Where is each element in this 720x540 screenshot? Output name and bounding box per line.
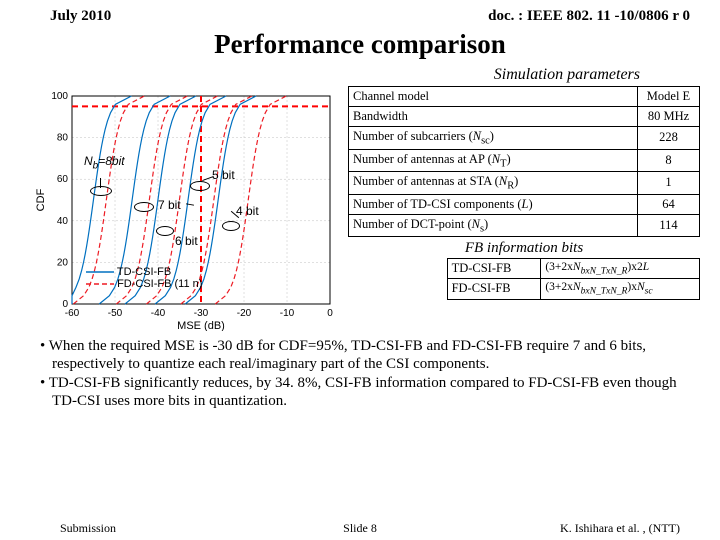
param-label: Number of DCT-point (Ns) [349, 214, 638, 237]
param-value: 64 [638, 194, 700, 214]
label-4bit: 4 bit [236, 204, 259, 218]
bullet-list: • When the required MSE is -30 dB for CD… [0, 331, 720, 410]
slide-footer: Submission Slide 8 K. Ishihara et al. , … [0, 521, 720, 536]
label-nb8: Nb=8bit [84, 154, 125, 171]
svg-text:20: 20 [57, 257, 69, 268]
fb-expr: (3+2xNbxN_TxN_R)xNsc [541, 279, 700, 299]
params-table: Channel modelModel EBandwidth80 MHzNumbe… [348, 86, 700, 237]
tables-column: Channel modelModel EBandwidth80 MHzNumbe… [348, 86, 700, 331]
svg-text:-60: -60 [65, 308, 80, 319]
legend-fd: FD-CSI-FB (11 n) [117, 278, 202, 290]
parameters-subtitle: Simulation parameters [0, 66, 720, 84]
ellipse-7bit [134, 202, 154, 212]
svg-text:MSE (dB): MSE (dB) [177, 320, 225, 331]
param-value: 228 [638, 127, 700, 150]
param-label: Bandwidth [349, 107, 638, 127]
slide-title: Performance comparison [0, 29, 720, 66]
param-label: Number of antennas at STA (NR) [349, 172, 638, 195]
footer-right: K. Ishihara et al. , (NTT) [560, 521, 680, 536]
fb-table: TD-CSI-FB(3+2xNbxN_TxN_R)x2LFD-CSI-FB(3+… [447, 258, 700, 300]
bullet-2: • TD-CSI-FB significantly reduces, by 34… [40, 374, 692, 411]
footer-left: Submission [60, 521, 116, 536]
cdf-chart: 020406080100-60-50-40-30-20-100MSE (dB)C… [30, 86, 340, 331]
svg-text:-50: -50 [108, 308, 123, 319]
svg-text:60: 60 [57, 174, 69, 185]
param-value: Model E [638, 87, 700, 107]
svg-text:CDF: CDF [35, 188, 47, 211]
svg-text:-10: -10 [280, 308, 295, 319]
fb-expr: (3+2xNbxN_TxN_R)x2L [541, 259, 700, 279]
arrow-8bit [100, 178, 101, 188]
fb-title: FB information bits [348, 237, 700, 258]
ellipse-6bit [156, 226, 174, 236]
svg-text:-40: -40 [151, 308, 166, 319]
label-6bit: 6 bit [175, 234, 198, 248]
fb-scheme: FD-CSI-FB [447, 279, 541, 299]
svg-text:-20: -20 [237, 308, 252, 319]
slide-header: July 2010 doc. : IEEE 802. 11 -10/0806 r… [0, 0, 720, 29]
fb-scheme: TD-CSI-FB [447, 259, 541, 279]
ellipse-4bit [222, 221, 240, 231]
svg-text:100: 100 [51, 91, 68, 102]
param-value: 8 [638, 149, 700, 172]
ellipse-5bit [190, 181, 210, 191]
param-value: 80 MHz [638, 107, 700, 127]
param-label: Number of subcarriers (Nsc) [349, 127, 638, 150]
date-text: July 2010 [50, 8, 111, 25]
label-7bit: 7 bit [158, 198, 181, 212]
ellipse-8bit [90, 186, 112, 196]
bullet-1: • When the required MSE is -30 dB for CD… [40, 337, 692, 374]
footer-center: Slide 8 [343, 521, 377, 536]
svg-text:40: 40 [57, 216, 69, 227]
svg-text:0: 0 [327, 308, 333, 319]
legend: TD-CSI-FB FD-CSI-FB (11 n) [86, 266, 202, 290]
svg-text:80: 80 [57, 133, 69, 144]
docid-text: doc. : IEEE 802. 11 -10/0806 r 0 [488, 8, 690, 25]
svg-text:-30: -30 [194, 308, 209, 319]
param-label: Number of TD-CSI components (L) [349, 194, 638, 214]
param-label: Channel model [349, 87, 638, 107]
label-5bit: 5 bit [212, 168, 235, 182]
param-label: Number of antennas at AP (NT) [349, 149, 638, 172]
chart-svg: 020406080100-60-50-40-30-20-100MSE (dB)C… [30, 86, 340, 331]
param-value: 1 [638, 172, 700, 195]
param-value: 114 [638, 214, 700, 237]
legend-td: TD-CSI-FB [117, 266, 171, 278]
